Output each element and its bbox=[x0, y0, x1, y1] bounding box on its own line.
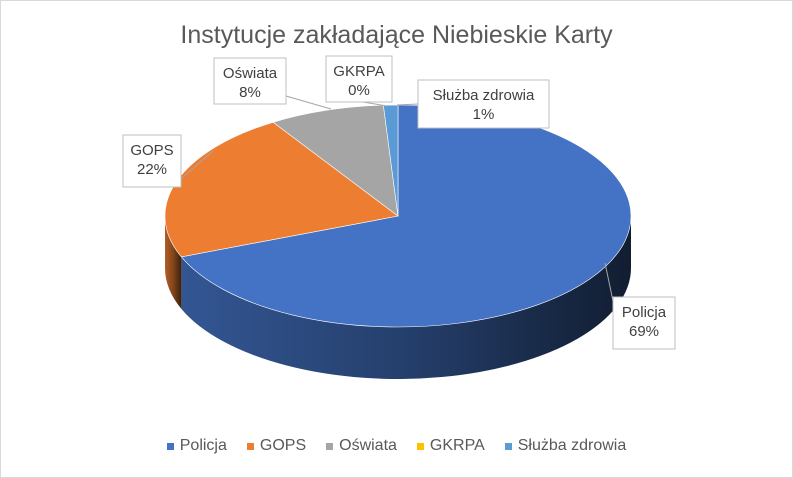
leader-line-gkrpa bbox=[362, 101, 388, 107]
data-label-gkrpa: GKRPA 0% bbox=[325, 55, 393, 107]
legend-label: Policja bbox=[179, 437, 227, 454]
chart-title: Instytucje zakładające Niebieskie Karty bbox=[180, 21, 613, 49]
data-label-box-gkrpa bbox=[325, 55, 393, 103]
data-label-category: GOPS bbox=[130, 142, 173, 159]
data-label-category: Policja bbox=[622, 304, 667, 321]
legend-swatch bbox=[166, 442, 174, 450]
data-label-value: 0% bbox=[348, 82, 370, 99]
data-label-category: Oświata bbox=[223, 65, 278, 82]
legend-label: Służba zdrowia bbox=[517, 437, 627, 454]
legend-item-sluzba-zdrowia: Służba zdrowia bbox=[504, 437, 627, 455]
leader-line-sluzba-zdrowia bbox=[396, 103, 419, 106]
data-label-sluzba-zdrowia: Służba zdrowia 1% bbox=[396, 79, 550, 129]
pie-side-policja bbox=[181, 216, 632, 380]
pie-slice-oswiata bbox=[272, 104, 399, 217]
leader-line-oswiata bbox=[285, 95, 332, 110]
data-label-value: 22% bbox=[137, 161, 167, 178]
leader-line-policja bbox=[604, 262, 614, 302]
leader-line-gops bbox=[180, 150, 214, 180]
data-label-value: 8% bbox=[239, 84, 261, 101]
data-label-box-policja bbox=[612, 296, 676, 350]
legend-item-oswiata: Oświata bbox=[326, 437, 397, 455]
pie-side-gops bbox=[165, 216, 182, 309]
legend-label: GKRPA bbox=[429, 437, 485, 454]
data-label-gops: GOPS 22% bbox=[122, 134, 214, 188]
legend-swatch bbox=[416, 442, 424, 450]
data-label-value: 69% bbox=[629, 323, 659, 340]
data-label-policja: Policja 69% bbox=[604, 262, 676, 350]
legend-label: Oświata bbox=[339, 437, 397, 454]
data-label-box-gops bbox=[122, 134, 182, 188]
data-label-box-oswiata bbox=[213, 57, 287, 105]
legend-item-policja: Policja bbox=[166, 437, 227, 455]
data-label-value: 1% bbox=[473, 106, 495, 123]
data-label-oswiata: Oświata 8% bbox=[213, 57, 332, 110]
legend-swatch bbox=[504, 442, 512, 450]
data-label-category: GKRPA bbox=[333, 63, 384, 80]
legend-swatch bbox=[326, 442, 334, 450]
data-label-box-sluzba-zdrowia bbox=[417, 79, 550, 129]
legend-swatch bbox=[246, 442, 254, 450]
legend-item-gops: GOPS bbox=[246, 437, 307, 455]
legend-item-gkrpa: GKRPA bbox=[416, 437, 485, 455]
data-label-category: Służba zdrowia bbox=[433, 87, 535, 104]
legend-label: GOPS bbox=[259, 437, 307, 454]
legend: Policja GOPS Oświata GKRPA Służba zdrowia bbox=[1, 437, 792, 455]
